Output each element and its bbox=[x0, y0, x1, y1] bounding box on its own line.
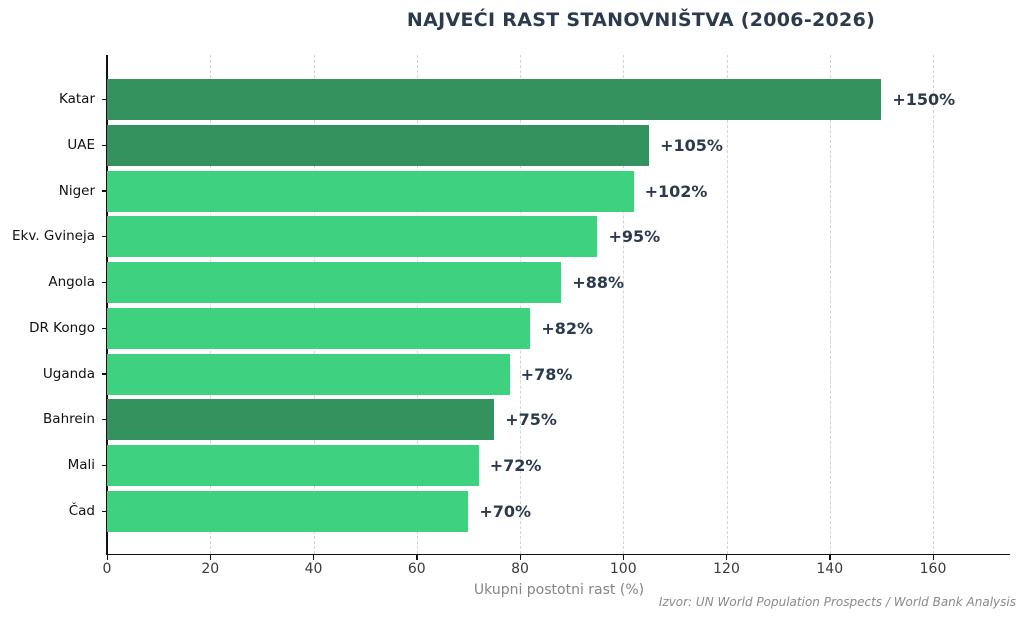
y-tick-mark bbox=[102, 373, 107, 375]
y-axis-category-label: Angola bbox=[48, 274, 95, 290]
gridline bbox=[933, 55, 934, 554]
bar bbox=[107, 353, 510, 395]
bar-value-label: +102% bbox=[644, 181, 708, 201]
x-tick-label: 20 bbox=[201, 561, 220, 577]
x-tick-label: 0 bbox=[102, 561, 112, 577]
x-tick-label: 60 bbox=[407, 561, 426, 577]
bar bbox=[107, 262, 562, 303]
y-tick-mark bbox=[102, 144, 107, 146]
bar-value-label: +95% bbox=[608, 227, 661, 247]
bar bbox=[107, 216, 598, 258]
x-tick-mark bbox=[829, 555, 831, 560]
y-tick-mark bbox=[102, 464, 107, 467]
bar bbox=[107, 79, 882, 120]
gridline bbox=[726, 55, 728, 554]
bar bbox=[107, 124, 650, 166]
gridline bbox=[829, 55, 831, 554]
y-axis-category-label: Uganda bbox=[42, 365, 95, 382]
x-axis-title: Ukupni postotni rast (%) bbox=[473, 582, 645, 598]
x-tick-label: 120 bbox=[713, 561, 740, 577]
x-tick-label: 40 bbox=[304, 561, 323, 577]
x-tick-mark bbox=[932, 555, 934, 560]
y-tick-mark bbox=[102, 510, 107, 512]
y-axis-category-label: Ekv. Gvineja bbox=[12, 228, 95, 245]
chart-title: NAJVEĆI RAST STANOVNIŠTVA (2006-2026) bbox=[406, 9, 876, 31]
gridline bbox=[313, 55, 315, 554]
y-tick-mark bbox=[102, 190, 107, 192]
bar-value-label: +78% bbox=[520, 364, 573, 384]
y-axis-category-label: DR Kongo bbox=[29, 319, 95, 336]
source-note: Izvor: UN World Population Prospects / W… bbox=[658, 595, 1016, 609]
bar-value-label: +75% bbox=[505, 410, 557, 430]
gridline bbox=[520, 55, 521, 554]
x-tick-mark bbox=[519, 555, 521, 560]
x-tick-mark bbox=[726, 555, 728, 560]
y-axis-category-label: Čad bbox=[68, 502, 95, 519]
y-tick-mark bbox=[102, 327, 107, 329]
y-axis-category-label: Katar bbox=[58, 91, 95, 107]
bar-value-label: +72% bbox=[489, 456, 542, 475]
x-tick-label: 160 bbox=[919, 561, 947, 577]
gridline bbox=[623, 55, 625, 554]
bar-value-label: +70% bbox=[479, 501, 532, 521]
x-tick-label: 140 bbox=[816, 561, 844, 577]
plot-area: 0 20 40 60 80 100 120 140 160 +150% Katar +105% UAE +… bbox=[12, 55, 1010, 577]
y-tick-mark bbox=[102, 419, 107, 421]
bar-value-label: +150% bbox=[892, 90, 956, 109]
y-axis-category-label: Niger bbox=[58, 182, 95, 199]
x-tick-label: 100 bbox=[609, 561, 637, 577]
y-axis-category-label: UAE bbox=[67, 136, 95, 153]
gridline bbox=[416, 55, 418, 554]
bar bbox=[107, 307, 531, 349]
y-tick-mark bbox=[102, 281, 107, 284]
y-axis-category-label: Mali bbox=[67, 457, 95, 473]
bar-value-label: +88% bbox=[572, 273, 624, 292]
y-tick-mark bbox=[102, 236, 107, 238]
bar bbox=[107, 445, 479, 486]
bar bbox=[107, 170, 634, 212]
x-tick-mark bbox=[416, 555, 418, 560]
x-tick-mark bbox=[313, 555, 315, 560]
y-axis-line bbox=[106, 55, 108, 554]
x-axis-line bbox=[106, 553, 1010, 555]
bar-value-label: +82% bbox=[541, 318, 594, 338]
bar-value-label: +105% bbox=[660, 135, 723, 155]
gridline bbox=[210, 55, 212, 554]
x-tick-mark bbox=[209, 555, 212, 560]
bar bbox=[107, 399, 495, 441]
y-axis-category-label: Bahrein bbox=[43, 411, 95, 428]
y-tick-mark bbox=[102, 98, 107, 101]
x-tick-mark bbox=[106, 555, 108, 560]
x-tick-label: 80 bbox=[511, 561, 529, 577]
bar bbox=[107, 490, 469, 532]
x-tick-mark bbox=[622, 555, 625, 560]
